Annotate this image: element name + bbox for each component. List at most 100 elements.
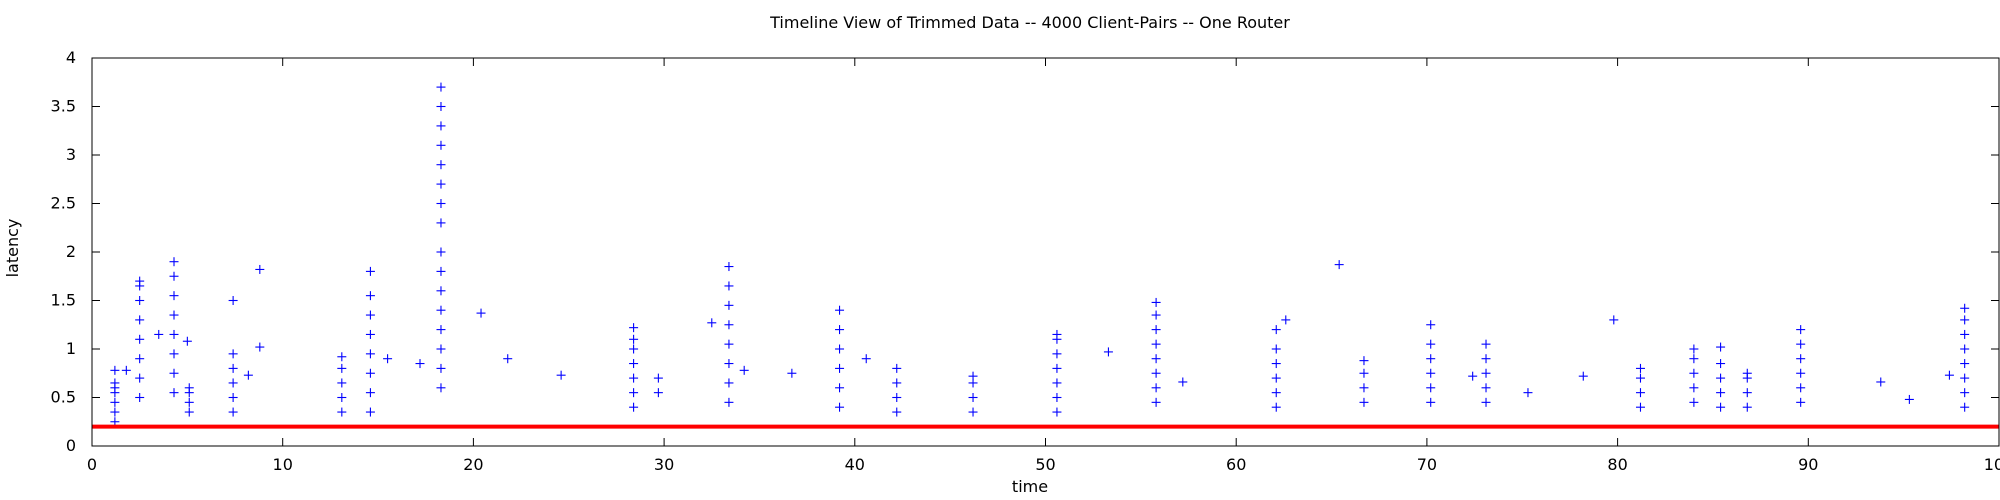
y-tick-label-5: 2.5 xyxy=(51,194,76,213)
data-point-c20-1 xyxy=(1635,388,1645,398)
data-point-c8-2 xyxy=(629,373,639,383)
data-point-outlier-15 xyxy=(1103,347,1113,357)
data-point-c22-3 xyxy=(1716,359,1726,369)
data-point-c20-0 xyxy=(1635,402,1645,412)
data-point-c3-3 xyxy=(184,383,194,393)
data-point-c12-0 xyxy=(892,407,902,417)
data-point-c22-1 xyxy=(1716,388,1726,398)
data-point-c16-1 xyxy=(1271,388,1281,398)
data-point-c7-10 xyxy=(436,179,446,189)
data-point-c7-12 xyxy=(436,140,446,150)
data-point-c3-1 xyxy=(184,397,194,407)
y-tick-label-6: 3 xyxy=(66,145,76,164)
data-point-c6-7 xyxy=(365,266,375,276)
data-point-c18-4 xyxy=(1426,339,1436,349)
data-point-c0-2 xyxy=(110,397,120,407)
data-point-c8-3 xyxy=(629,359,639,369)
data-point-c16-0 xyxy=(1271,402,1281,412)
x-tick-label-10: 100 xyxy=(1984,455,2000,474)
data-point-c7-7 xyxy=(436,247,446,257)
x-tick-label-0: 0 xyxy=(87,455,97,474)
data-point-c15-5 xyxy=(1151,325,1161,335)
data-point-c1-1 xyxy=(135,373,145,383)
data-point-c4-4 xyxy=(228,349,238,359)
chart-axes-layer: 0 10 20 30 40 50 60 70 80 90 100 0 0.5 1 1.5 2 2.5 3 3.5 4 xyxy=(51,48,2000,474)
data-point-outlier-1 xyxy=(154,329,164,339)
data-point-c25-5 xyxy=(1960,329,1970,339)
data-point-c21-2 xyxy=(1689,368,1699,378)
data-point-c7-3 xyxy=(436,325,446,335)
data-point-outlier-5 xyxy=(255,342,265,352)
data-point-c4-1 xyxy=(228,393,238,402)
data-point-c2-0 xyxy=(169,388,179,398)
data-point-c11-5 xyxy=(835,305,845,315)
data-point-outlier-22 xyxy=(1609,315,1619,325)
data-point-outlier-18 xyxy=(1334,260,1344,270)
data-point-c14-4 xyxy=(1052,349,1062,359)
data-point-c8-5 xyxy=(629,334,639,344)
data-point-c6-1 xyxy=(365,388,375,398)
y-tick-label-2: 1 xyxy=(66,339,76,358)
data-point-c10-7 xyxy=(724,262,734,272)
data-point-c24-1 xyxy=(1796,383,1806,393)
data-point-c8-1 xyxy=(629,388,639,398)
y-tick-label-8: 4 xyxy=(66,48,76,67)
data-point-c17-0 xyxy=(1359,397,1369,407)
data-point-outlier-16 xyxy=(1178,377,1188,387)
chart-title: Timeline View of Trimmed Data -- 4000 Cl… xyxy=(769,13,1290,32)
data-point-outlier-9 xyxy=(503,354,513,364)
data-point-c16-3 xyxy=(1271,359,1281,369)
x-tick-label-2: 20 xyxy=(463,455,483,474)
data-point-c17-1 xyxy=(1359,383,1369,393)
data-point-c1-4 xyxy=(135,315,145,325)
data-point-c13-1 xyxy=(968,393,978,402)
data-point-c11-1 xyxy=(835,383,845,393)
data-point-c10-3 xyxy=(724,339,734,349)
x-tick-label-1: 10 xyxy=(273,455,293,474)
data-point-outlier-24 xyxy=(1904,394,1914,404)
data-point-c17-2 xyxy=(1359,368,1369,378)
data-point-c4-3 xyxy=(228,363,238,373)
data-point-c4-5 xyxy=(228,296,238,305)
data-point-c24-2 xyxy=(1796,368,1806,378)
data-point-c1-0 xyxy=(135,393,145,402)
data-point-c22-0 xyxy=(1716,402,1726,412)
data-point-c19-2 xyxy=(1481,368,1491,378)
data-point-c7-5 xyxy=(436,286,446,296)
data-point-c10-4 xyxy=(724,320,734,330)
chart-points-layer xyxy=(110,82,1970,427)
x-axis-label: time xyxy=(1012,477,1048,496)
data-point-c2-1 xyxy=(169,368,179,378)
data-point-c7-0 xyxy=(436,383,446,393)
x-tick-label-4: 40 xyxy=(845,455,865,474)
x-tick-label-8: 80 xyxy=(1607,455,1627,474)
x-tick-label-7: 70 xyxy=(1417,455,1437,474)
data-point-outlier-19 xyxy=(1468,371,1478,381)
data-point-c23-3 xyxy=(1742,368,1752,378)
data-point-c16-4 xyxy=(1271,344,1281,354)
data-point-c4-2 xyxy=(228,378,238,388)
data-point-c14-2 xyxy=(1052,378,1062,388)
data-point-c6-3 xyxy=(365,349,375,359)
data-point-c8-0 xyxy=(629,402,639,412)
data-point-c14-3 xyxy=(1052,363,1062,373)
data-point-c8-6 xyxy=(629,323,639,333)
data-point-c18-2 xyxy=(1426,368,1436,378)
data-point-c2-3 xyxy=(169,329,179,339)
data-point-c6-0 xyxy=(365,407,375,417)
data-point-c18-5 xyxy=(1426,320,1436,330)
data-point-c18-0 xyxy=(1426,397,1436,407)
data-point-c12-2 xyxy=(892,378,902,388)
data-point-outlier-4 xyxy=(255,264,265,274)
data-point-c25-4 xyxy=(1960,344,1970,354)
data-point-c6-5 xyxy=(365,310,375,320)
data-point-outlier-0 xyxy=(121,365,131,375)
data-point-c14-0 xyxy=(1052,407,1062,417)
data-point-c20-2 xyxy=(1635,373,1645,383)
x-tick-label-5: 50 xyxy=(1035,455,1055,474)
data-point-c18-3 xyxy=(1426,354,1436,364)
data-point-c5-4 xyxy=(337,352,347,362)
data-point-c10-5 xyxy=(724,300,734,310)
